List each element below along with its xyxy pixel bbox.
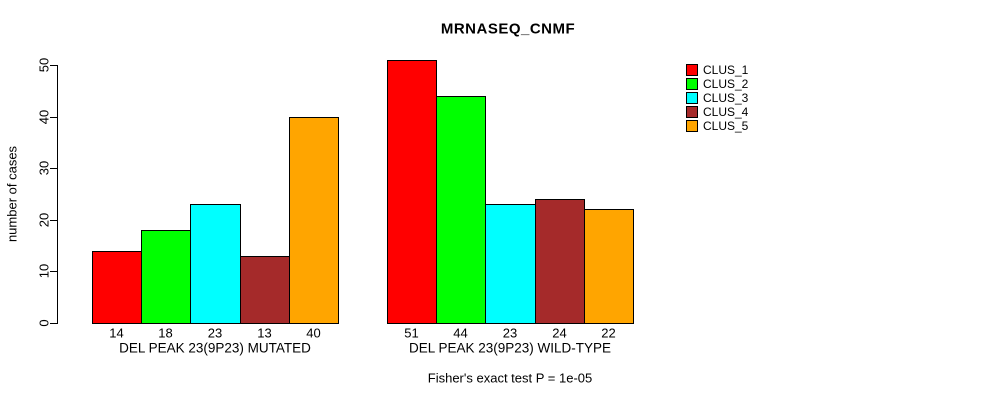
y-tick (50, 168, 57, 169)
y-tick-label: 10 (36, 263, 52, 279)
y-tick (50, 220, 57, 221)
y-tick-label: 0 (36, 319, 52, 327)
legend-swatch-clus_4 (686, 106, 698, 118)
group-label-mutated: DEL PEAK 23(9P23) MUTATED (119, 340, 311, 356)
legend-label-clus_4: CLUS_4 (703, 105, 749, 119)
y-axis-label: number of cases (4, 145, 20, 243)
bar-clus_1-group1 (92, 251, 142, 324)
bar-value-label: 23 (207, 325, 223, 341)
y-tick (50, 65, 57, 66)
bar-value-label: 22 (601, 325, 616, 341)
legend-swatch-clus_1 (686, 64, 698, 76)
bar-value-label: 24 (552, 325, 567, 341)
bar-clus_4-group2 (535, 199, 585, 324)
y-tick-label: 50 (36, 57, 52, 73)
y-tick-label: 30 (36, 160, 52, 176)
bar-clus_4-group1 (240, 256, 290, 324)
y-tick-label: 40 (36, 109, 52, 125)
bar-clus_5-group1 (289, 117, 339, 324)
legend-label-clus_1: CLUS_1 (703, 63, 749, 77)
bar-clus_3-group1 (190, 204, 241, 324)
legend-label-clus_5: CLUS_5 (703, 119, 749, 133)
chart-title: MRNASEQ_CNMF (440, 20, 576, 38)
bar-value-label: 51 (404, 325, 419, 341)
legend-label-clus_2: CLUS_2 (703, 77, 749, 91)
y-tick-label: 20 (36, 212, 52, 228)
bar-clus_3-group2 (485, 204, 536, 324)
bar-clus_2-group1 (141, 230, 191, 324)
bar-value-label: 18 (158, 325, 173, 341)
bar-value-label: 40 (306, 325, 321, 341)
bar-clus_1-group2 (387, 60, 437, 324)
bar-value-label: 13 (257, 325, 272, 341)
y-axis-line (57, 65, 58, 324)
y-tick (50, 271, 57, 272)
fisher-test-annotation: Fisher's exact test P = 1e-05 (427, 370, 593, 386)
bar-clus_5-group2 (584, 209, 634, 324)
y-tick (50, 117, 57, 118)
legend-label-clus_3: CLUS_3 (703, 91, 749, 105)
legend-swatch-clus_3 (686, 92, 698, 104)
bar-clus_2-group2 (436, 96, 486, 324)
y-tick (50, 323, 57, 324)
legend-swatch-clus_5 (686, 120, 698, 132)
bar-value-label: 44 (453, 325, 468, 341)
bar-value-label: 23 (502, 325, 518, 341)
group-label-wild-type: DEL PEAK 23(9P23) WILD-TYPE (408, 340, 612, 356)
legend-swatch-clus_2 (686, 78, 698, 90)
bar-value-label: 14 (109, 325, 124, 341)
